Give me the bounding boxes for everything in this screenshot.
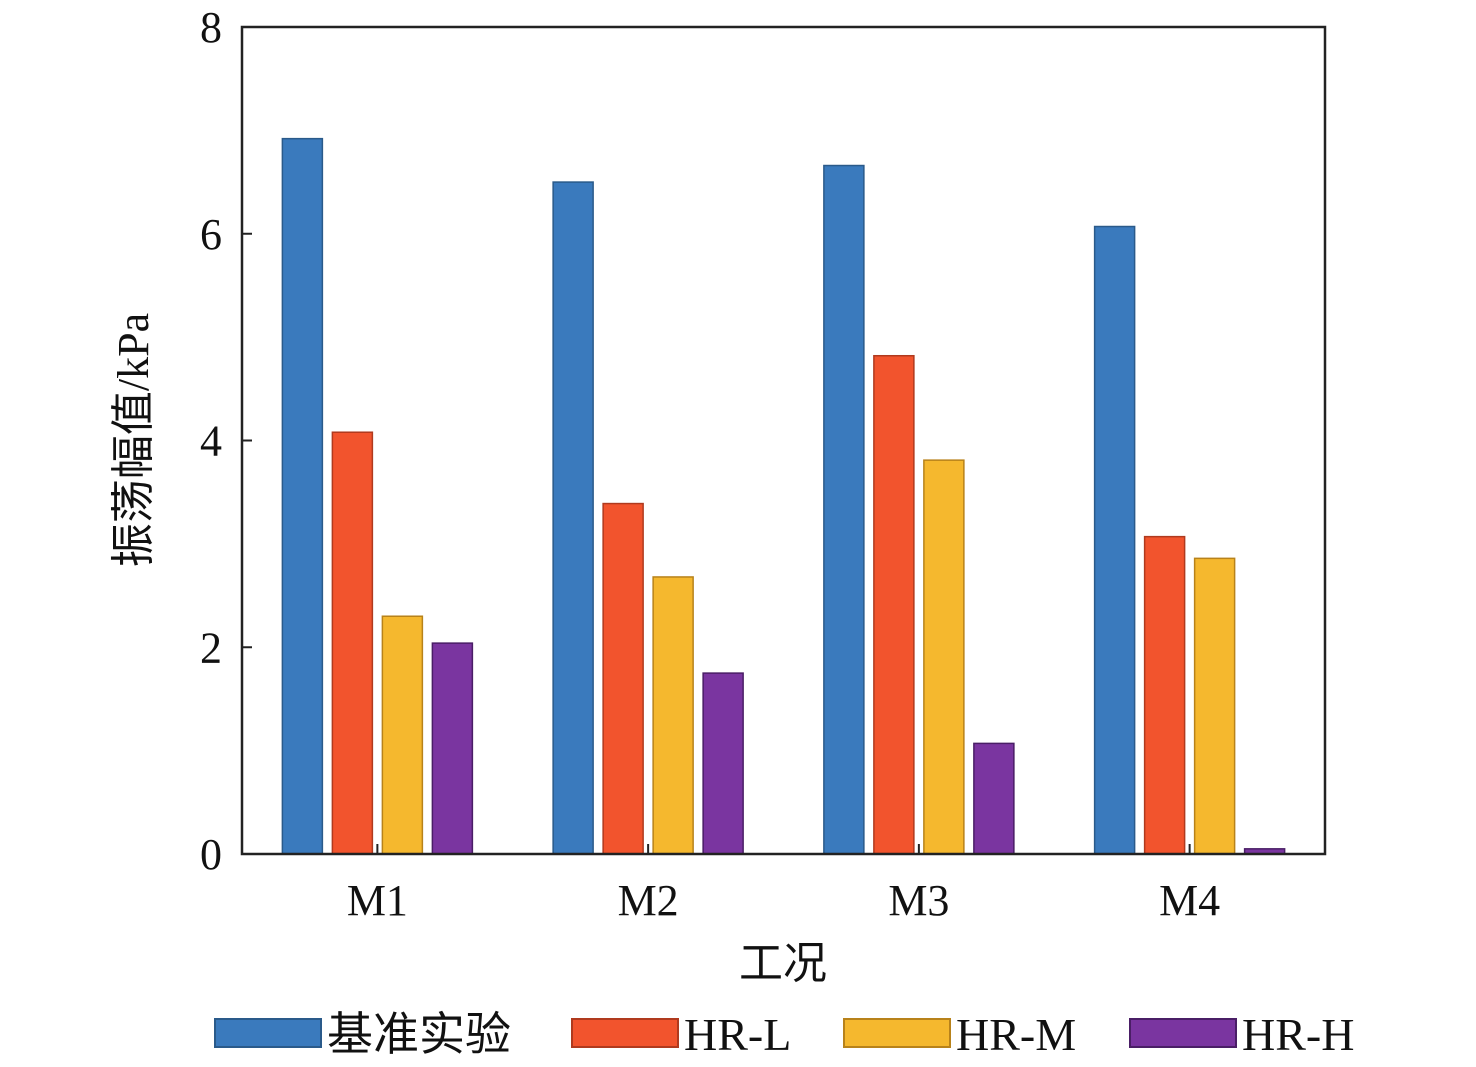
legend-item-1: 基准实验 <box>214 1009 511 1060</box>
bar-m4-series-1 <box>1093 225 1136 855</box>
bars-layer <box>281 137 1286 855</box>
x-tick-label: M1 <box>347 876 408 925</box>
x-tick-label: M2 <box>618 876 679 925</box>
legend-label: HR-H <box>1242 1009 1354 1060</box>
bar-m1-series-2 <box>331 431 374 855</box>
legend-label: HR-M <box>956 1009 1076 1060</box>
bar-m1-series-4 <box>431 642 474 855</box>
bar-m2-series-1 <box>552 181 594 855</box>
y-tick-label: 2 <box>200 623 222 672</box>
legend-item-4: HR-H <box>1129 1009 1354 1060</box>
legend-label: 基准实验 <box>327 1009 511 1060</box>
bar-m3-series-4 <box>973 742 1015 855</box>
legend-swatch <box>1129 1018 1237 1048</box>
x-axis-label: 工况 <box>739 939 827 988</box>
bar-m1-series-1 <box>281 137 324 855</box>
bar-m4-series-2 <box>1143 535 1186 855</box>
legend-swatch <box>571 1018 679 1048</box>
bar-m2-series-4 <box>702 672 744 855</box>
bar-m3-series-2 <box>873 354 915 855</box>
y-tick-label: 0 <box>200 830 222 879</box>
legend-swatch <box>843 1018 951 1048</box>
legend: 基准实验 HR-L HR-M HR-H <box>214 1009 1354 1060</box>
bar-m2-series-2 <box>602 502 644 855</box>
x-tick-label: M3 <box>888 876 949 925</box>
legend-label: HR-L <box>684 1009 791 1060</box>
y-axis-label: 振荡幅值/kPa <box>109 313 158 567</box>
y-axis-ticks: 0 2 4 6 8 <box>200 3 252 879</box>
bar-m1-series-3 <box>381 615 424 855</box>
bar-m4-series-3 <box>1193 557 1236 855</box>
legend-item-2: HR-L <box>571 1009 791 1060</box>
x-axis-ticks: M1 M2 M3 M4 <box>347 844 1220 925</box>
y-tick-label: 4 <box>200 417 222 466</box>
y-tick-label: 8 <box>200 3 222 52</box>
legend-swatch <box>214 1018 322 1048</box>
legend-item-3: HR-M <box>843 1009 1076 1060</box>
bar-m3-series-3 <box>923 459 965 855</box>
bar-m2-series-3 <box>652 576 694 855</box>
y-tick-label: 6 <box>200 210 222 259</box>
x-tick-label: M4 <box>1159 876 1220 925</box>
bar-m3-series-1 <box>823 164 865 855</box>
